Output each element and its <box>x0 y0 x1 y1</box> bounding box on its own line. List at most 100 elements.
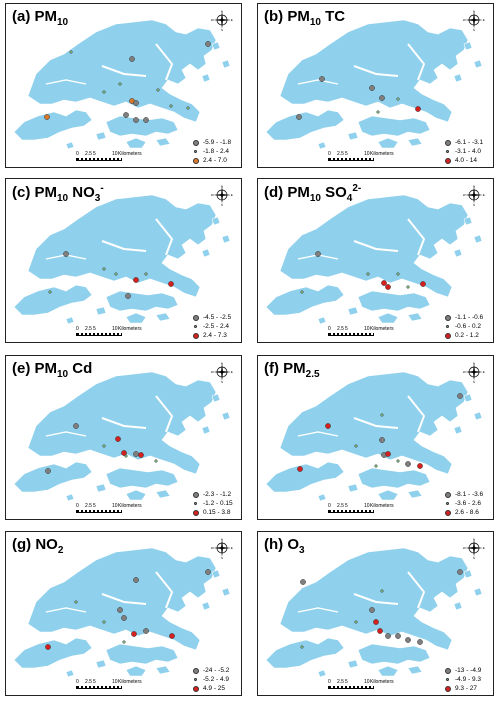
compass-label-east: E <box>231 193 233 197</box>
land-area <box>95 659 107 669</box>
scale-unit: Kilometers <box>370 679 394 685</box>
legend-item: 4.9 - 25 <box>191 684 229 693</box>
legend-label: 9.3 - 27 <box>455 685 478 692</box>
land-area <box>279 19 469 123</box>
compass-label-south: S <box>473 28 475 31</box>
legend-marker <box>194 325 197 328</box>
land-area <box>155 312 171 322</box>
land-area <box>453 425 463 435</box>
land-area <box>105 290 179 312</box>
land-area <box>317 316 327 325</box>
legend-label: -1.8 - 2.4 <box>203 148 230 155</box>
compass-label-south: S <box>473 380 475 383</box>
station-marker <box>379 437 385 443</box>
compass-rose-icon: N S W E <box>463 362 485 384</box>
land-area <box>347 659 359 669</box>
station-marker <box>122 640 126 644</box>
station-marker <box>415 106 421 112</box>
scale-tick-label: 5 <box>93 679 96 685</box>
legend-marker <box>444 509 451 516</box>
land-area <box>155 137 171 147</box>
station-marker <box>154 459 158 463</box>
legend-marker <box>444 157 451 164</box>
station-marker <box>118 82 122 86</box>
waterway <box>353 65 399 77</box>
legend-marker <box>444 491 451 498</box>
station-marker <box>143 628 149 634</box>
legend-item: 0.15 - 3.8 <box>191 508 233 517</box>
hong-kong-map <box>265 371 483 502</box>
compass-label-west: W <box>463 193 466 197</box>
legend-marker <box>194 150 197 153</box>
station-marker <box>377 628 383 634</box>
land-area <box>27 194 217 298</box>
scale-tick-label: 5 <box>93 151 96 157</box>
station-marker <box>205 41 211 47</box>
scale-bar-graphic <box>76 686 122 689</box>
compass-label-east: E <box>231 18 233 22</box>
compass-label-north: N <box>221 10 223 14</box>
station-marker <box>385 451 391 457</box>
land-area <box>65 316 75 325</box>
waterway <box>297 79 339 85</box>
station-marker <box>385 633 391 639</box>
map-panel-g: (g) NO2 N S W E 0 2.5 5 10 Kilometers -24 - -5.2 -5… <box>5 531 242 696</box>
compass-rose-icon: N S W E <box>463 10 485 32</box>
legend-marker <box>444 314 451 321</box>
waterway <box>297 607 339 613</box>
land-area <box>347 483 359 493</box>
station-marker <box>129 56 135 62</box>
land-area <box>65 141 75 150</box>
legend-label: -4.5 - -2.5 <box>203 314 232 321</box>
station-marker <box>300 645 304 649</box>
land-area <box>377 665 399 677</box>
land-area <box>95 131 107 141</box>
compass-label-east: E <box>483 546 485 550</box>
compass-label-south: S <box>473 556 475 559</box>
compass-label-south: S <box>221 28 223 31</box>
compass-label-west: W <box>211 370 214 374</box>
station-marker <box>48 290 52 294</box>
hong-kong-map <box>265 194 483 325</box>
scale-bar: 0 2.5 5 10 Kilometers <box>328 503 394 513</box>
station-marker <box>354 444 358 448</box>
station-marker <box>138 452 144 458</box>
scale-bar: 0 2.5 5 10 Kilometers <box>76 503 142 513</box>
legend-item: 2.4 - 7.0 <box>191 156 231 165</box>
compass-label-south: S <box>221 203 223 206</box>
panel-title: (c) PM10 NO3- <box>12 183 104 204</box>
land-area <box>65 669 75 678</box>
scale-tick-label: 2.5 <box>337 679 344 685</box>
legend-label: -5.2 - 4.9 <box>203 676 230 683</box>
legend-label: -6.1 - -3.1 <box>455 139 484 146</box>
land-area <box>221 234 231 244</box>
station-marker <box>319 76 325 82</box>
legend-label: 0.2 - 1.2 <box>455 332 479 339</box>
hong-kong-map <box>13 194 231 325</box>
station-marker <box>186 106 190 110</box>
waterway <box>45 607 87 613</box>
land-area <box>221 411 231 421</box>
map-panel-f: (f) PM2.5 N S W E 0 2.5 5 10 Kilometers -8.1 - -3.… <box>257 355 494 520</box>
legend-marker <box>192 491 199 498</box>
compass-label-north: N <box>221 185 223 189</box>
scale-bar: 0 2.5 5 10 Kilometers <box>76 151 142 161</box>
legend-item: -24 - -5.2 <box>191 666 229 675</box>
land-area <box>317 493 327 502</box>
scale-bar-graphic <box>328 333 374 336</box>
land-area <box>357 290 431 312</box>
station-marker <box>133 100 139 106</box>
scale-tick-label: 2.5 <box>337 503 344 509</box>
scale-tick-label: 10 <box>112 503 118 509</box>
legend: -5.9 - -1.8 -1.8 - 2.4 2.4 - 7.0 <box>191 138 231 165</box>
station-marker <box>69 50 73 54</box>
legend-item: -8.1 - -3.6 <box>443 490 483 499</box>
legend-label: 2.4 - 7.0 <box>203 157 227 164</box>
scale-tick-label: 5 <box>345 679 348 685</box>
scale-tick-label: 0 <box>76 151 79 157</box>
station-marker <box>385 284 391 290</box>
station-marker <box>457 569 463 575</box>
compass-label-west: W <box>211 193 214 197</box>
scale-bar-graphic <box>76 510 122 513</box>
land-area <box>407 489 423 499</box>
